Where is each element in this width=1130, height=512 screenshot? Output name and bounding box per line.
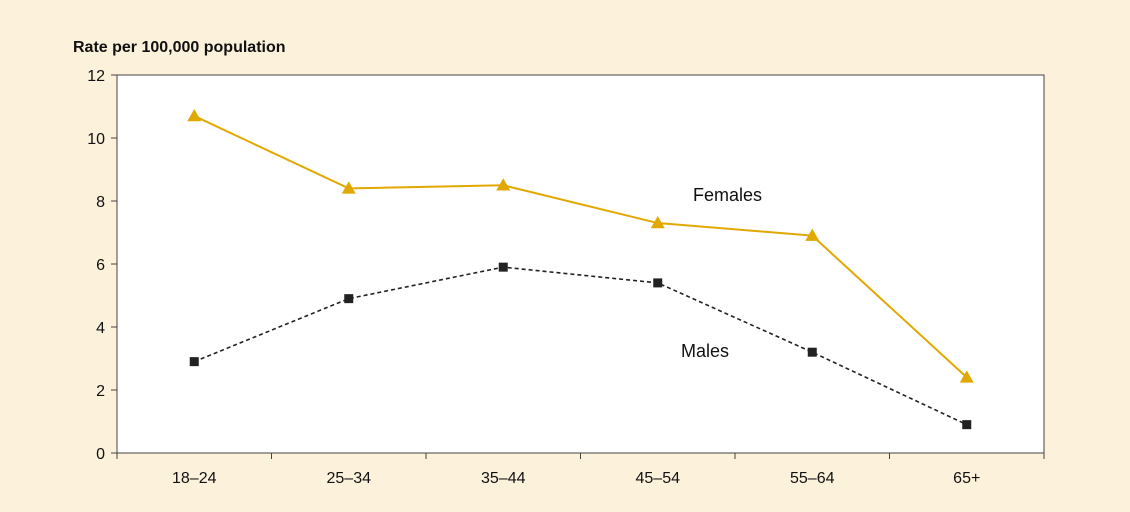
x-tick-label: 45–54 [636,470,681,487]
data-point-females [959,370,974,383]
x-tick-label: 65+ [953,470,980,487]
data-point-females [650,216,665,229]
data-point-males [498,262,508,272]
series-label-males: Males [681,341,729,361]
series-layer [187,108,974,430]
x-tick-label: 35–44 [481,470,526,487]
data-point-males [962,420,972,430]
data-point-females [341,181,356,194]
y-tick-label: 8 [96,194,105,211]
data-point-females [496,178,511,191]
plot-area [116,74,1045,454]
data-point-males [807,347,817,357]
data-point-females [187,108,202,122]
series-line-males [193,266,968,426]
data-point-females [805,228,820,241]
axes: 0 2 4 6 8 10 12 18–24 25–34 35–44 45–54 55–64 65+ [87,68,1045,487]
x-tick-label: 55–64 [790,470,835,487]
series-label-females: Females [693,185,762,205]
data-point-males [653,278,663,288]
y-tick-label: 4 [96,320,105,337]
series-line-females [193,115,968,379]
y-tick-label: 12 [87,68,105,85]
x-tick-label: 25–34 [327,470,372,487]
y-tick-label: 2 [96,383,105,400]
y-axis-label: Rate per 100,000 population [73,39,286,56]
data-point-males [189,357,199,367]
y-tick-label: 10 [87,131,105,148]
y-tick-label: 0 [96,446,105,463]
data-point-males [344,294,354,304]
x-tick-label: 18–24 [172,470,217,487]
y-tick-label: 6 [96,257,105,274]
